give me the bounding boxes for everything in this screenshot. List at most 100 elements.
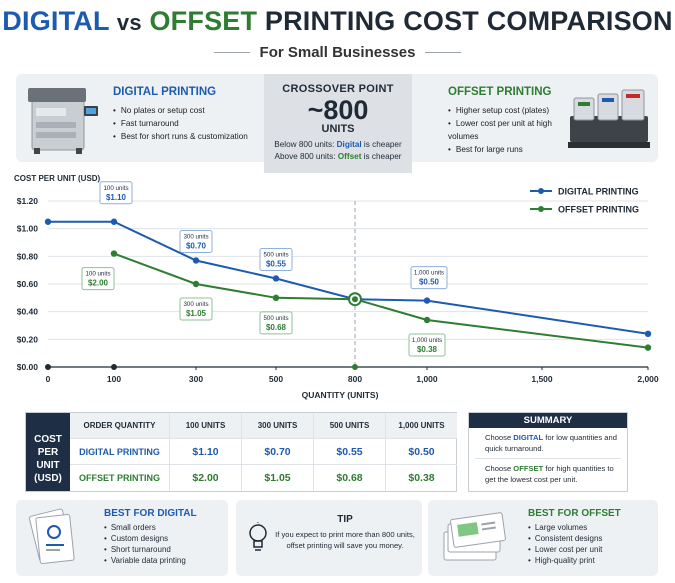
offset-overview-item: Higher setup cost (plates): [448, 104, 568, 117]
summary-divider: [475, 458, 621, 459]
legend-label: OFFSET PRINTING: [558, 205, 639, 215]
subtitle-rule-right: [425, 52, 462, 53]
digital-printer-icon: [28, 88, 98, 154]
table-row: DIGITAL PRINTING $1.10 $0.70 $0.55 $0.50: [70, 439, 457, 465]
best-for-digital-item: Short turnaround: [104, 544, 197, 555]
callout-price: $0.70: [186, 241, 207, 250]
crossover-label: CROSSOVER POINT: [282, 83, 394, 95]
title-digital: DIGITAL: [2, 6, 110, 36]
crossover-units: UNITS: [321, 123, 355, 135]
y-tick-label: $0.60: [17, 279, 39, 289]
chart-grid: [48, 200, 648, 368]
table-header-cell: 100 UNITS: [169, 413, 241, 438]
table-cell: $0.55: [313, 439, 385, 464]
offset-overview-title: OFFSET PRINTING: [448, 86, 552, 98]
x-tick-label: 0: [46, 374, 51, 384]
y-tick-label: $0.80: [17, 251, 39, 261]
subtitle-row: For Small Businesses: [0, 44, 675, 61]
table-header-cell: 1,000 UNITS: [385, 413, 457, 438]
tip-line-2: offset printing will save you money.: [286, 541, 404, 550]
legend-marker: [538, 188, 544, 194]
callout-price: $0.38: [417, 345, 438, 354]
best-for-offset-title: BEST FOR OFFSET: [528, 508, 621, 519]
chart-axes: $0.00 $0.20 $0.40 $0.60 $0.80 $1.00 $1.20 0 100 3…: [17, 196, 659, 384]
x-axis-marker: [45, 364, 51, 370]
callout-quantity: 1,000 units: [412, 337, 442, 344]
callout-box: [408, 333, 446, 357]
table-row: OFFSET PRINTING $2.00 $1.05 $0.68 $0.38: [70, 465, 457, 491]
crossover-marker-dot: [352, 296, 358, 303]
title-offset: OFFSET: [149, 6, 258, 36]
chart-series: [44, 218, 652, 351]
callout-quantity: 100 units: [103, 185, 128, 192]
summary-line2-key: OFFSET: [513, 464, 544, 473]
x-tick-label: 100: [107, 374, 121, 384]
lightbulb-icon: [249, 522, 267, 551]
x-tick-label: 1,500: [531, 374, 553, 384]
crossover-note2-post: is cheaper: [361, 152, 402, 161]
best-for-digital-box: BEST FOR DIGITAL Small orders Custom des…: [16, 500, 228, 576]
table-cell: $0.50: [385, 439, 457, 464]
cost-table: COST PER UNIT (USD) ORDER QUANTITY 100 U…: [25, 412, 457, 492]
table-side-label: COST PER UNIT (USD): [26, 413, 70, 491]
x-tick-label: 800: [348, 374, 362, 384]
callout-quantity: 500 units: [263, 315, 288, 322]
subtitle-rule-left: [213, 52, 250, 53]
best-for-offset-item: Lower cost per unit: [528, 544, 621, 555]
best-for-digital-item: Small orders: [104, 522, 197, 533]
summary-line1-post: for low quantities and quick turnaround.: [485, 433, 617, 453]
table-header-cell: ORDER QUANTITY: [83, 421, 156, 430]
callout-price: $2.00: [88, 279, 109, 288]
summary-line-1: Choose DIGITAL for low quantities and qu…: [469, 428, 627, 454]
summary-box: SUMMARY Choose DIGITAL for low quantitie…: [468, 412, 628, 492]
x-tick-label: 2,000: [637, 374, 659, 384]
digital-overview-item: Fast turnaround: [113, 117, 263, 130]
data-point: [423, 316, 431, 324]
digital-overview-item: Best for short runs & customization: [113, 130, 263, 143]
crossover-note1-post: is cheaper: [361, 140, 402, 149]
callout-price: $1.10: [106, 193, 127, 202]
tip-content: TIP If you expect to print more than 800…: [272, 514, 418, 551]
tip-title: TIP: [337, 514, 353, 525]
callout-quantity: 100 units: [85, 271, 110, 278]
x-tick-label: 300: [189, 374, 203, 384]
x-axis-marker: [352, 364, 358, 370]
best-for-offset-item: High-quality print: [528, 555, 621, 566]
callout-quantity: 500 units: [263, 251, 288, 258]
callout-box: [179, 297, 213, 321]
printed-brochures-icon: [443, 512, 506, 561]
offset-overview: OFFSET PRINTING Higher setup cost (plate…: [448, 86, 568, 156]
callout-box: [259, 247, 293, 271]
page-title: DIGITAL vs OFFSET PRINTING COST COMPARIS…: [0, 6, 675, 37]
callout-box: [81, 267, 115, 291]
series-line-offset: [113, 252, 649, 349]
table-cell: $0.38: [385, 465, 457, 491]
table-side-line: COST: [34, 434, 62, 445]
data-point: [272, 294, 280, 302]
data-point: [644, 330, 652, 337]
digital-overview-item: No plates or setup cost: [113, 104, 263, 117]
data-point: [423, 297, 431, 304]
callout-quantity: 300 units: [183, 233, 208, 240]
best-for-digital-title: BEST FOR DIGITAL: [104, 508, 197, 519]
data-point: [192, 280, 200, 288]
table-row-label: DIGITAL PRINTING: [79, 446, 160, 457]
crossover-box: CROSSOVER POINT ~800 UNITS Below 800 uni…: [264, 74, 412, 173]
y-axis-title: COST PER UNIT (USD): [14, 174, 101, 183]
data-point: [644, 344, 652, 351]
table-side-line: (USD): [34, 473, 62, 484]
x-axis-title: QUANTITY (UNITS): [302, 390, 379, 400]
callout-box: [99, 181, 133, 205]
table-cell: $2.00: [169, 465, 241, 491]
series-line-digital: [48, 220, 649, 335]
offset-overview-item: Lower cost per unit at high volumes: [448, 117, 568, 143]
x-tick-label: 1,000: [416, 374, 438, 384]
table-side-line: PER UNIT: [36, 447, 60, 471]
callout-price: $0.68: [266, 323, 287, 332]
callout-quantity: 1,000 units: [414, 270, 444, 277]
tip-line-1: If you expect to print more than 800 uni…: [275, 530, 415, 539]
callout-box: [259, 311, 293, 335]
crossover-note1-pre: Below 800 units:: [274, 140, 337, 149]
table-cell: $1.10: [169, 439, 241, 464]
